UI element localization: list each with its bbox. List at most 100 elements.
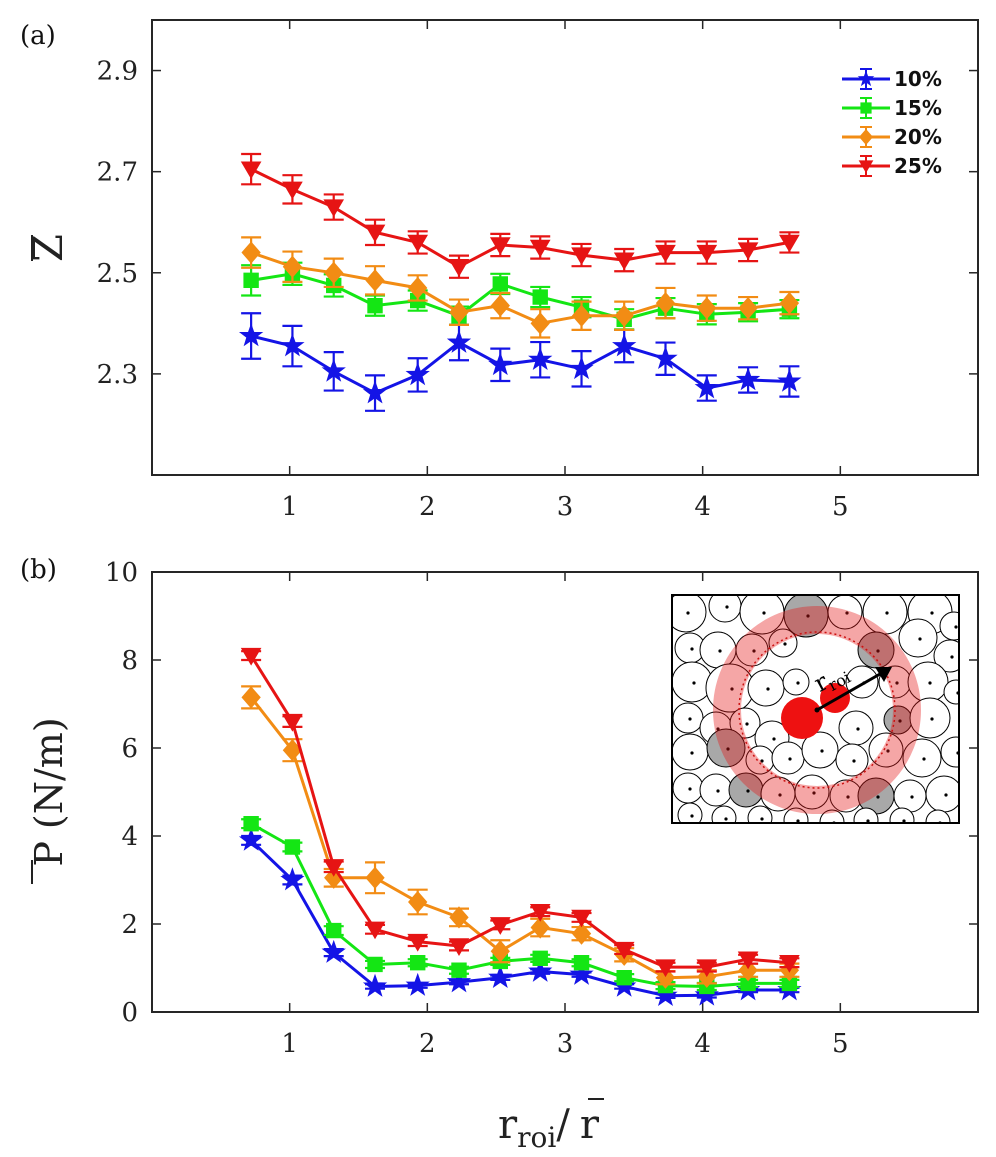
inset-particle-center-25	[745, 722, 749, 726]
p1-series-3-point-8	[571, 909, 592, 928]
p0-series-2-point-2	[324, 261, 344, 284]
legend-marker-3	[858, 160, 874, 173]
p0-series-1-point-0	[243, 272, 259, 289]
p1-series-1-point-0	[243, 815, 259, 832]
panel-a-y-ticks: 2.3 2.5 2.7 2.9	[97, 57, 978, 390]
inset-particle-center-3	[806, 614, 810, 618]
p0-series-0-point-4	[405, 362, 430, 386]
p0-series-3-point-3	[364, 224, 386, 243]
p0-xtick-label-3: 4	[694, 492, 711, 522]
p1-series-3-point-2	[323, 859, 345, 877]
inset-roi-arrow-line	[816, 672, 881, 712]
inset-particle-disc-15	[672, 661, 713, 703]
p0-series-1-point-7	[532, 289, 548, 305]
inset-particle-35	[835, 743, 869, 777]
p1-xtick-label-3: 4	[694, 1029, 711, 1059]
p1-series-0-point-5	[446, 969, 472, 993]
p1-series-2-point-7	[530, 916, 550, 939]
p0-series-0-point-13	[777, 368, 802, 392]
inset-particle-disc-43	[794, 774, 830, 810]
panel-b-x-title-main: r	[498, 1102, 518, 1148]
p1-series-0-point-4	[405, 972, 430, 996]
inset-particle-33	[771, 741, 805, 775]
inset-particle-disc-54	[889, 807, 915, 823]
inset-particle-center-51	[796, 819, 800, 823]
p0-xtick-label-0: 1	[281, 492, 298, 522]
p1-series-0-point-11	[694, 982, 719, 1006]
inset-particle-18	[782, 668, 810, 696]
panel-a-x-ticks: 1 2 3 4 5	[281, 20, 849, 522]
inset-particle-disc-35	[835, 743, 869, 777]
inset-particle-disc-40	[699, 773, 733, 807]
inset-particle-53	[853, 807, 879, 823]
p0-series-3-point-0	[240, 161, 262, 180]
inset-particle-51	[783, 807, 809, 823]
p0-series-3-point-13	[779, 234, 800, 253]
inset-particle-center-16	[730, 687, 734, 691]
p0-series-2	[241, 236, 800, 339]
inset-particle-center-4	[845, 611, 849, 615]
inset-particle-disc-51	[783, 807, 809, 823]
inset-particle-disc-53	[853, 807, 879, 823]
p1-series-0	[238, 827, 802, 1007]
p0-ytick-label-0: 2.3	[97, 360, 138, 390]
inset-particle-13	[898, 618, 938, 658]
panel-b-x-title-denominator: r	[580, 1102, 600, 1148]
inset-particle-center-39	[688, 787, 692, 791]
p1-series-2-point-0	[241, 686, 261, 709]
panel-b-y-axis-title: P (N/m)	[27, 717, 71, 884]
p0-series-3-point-6	[489, 237, 511, 255]
inset-particle-center-23	[688, 717, 692, 721]
inset-particle-50	[747, 805, 773, 823]
p0-series-2-point-5	[449, 301, 469, 324]
inset-particle-37	[902, 738, 942, 778]
panel-b-x-axis-title: rroi/r	[498, 1098, 604, 1154]
inset-particle-center-21	[928, 681, 932, 685]
p1-series-0-point-3	[362, 973, 388, 997]
inset-particle-38	[940, 736, 959, 768]
inset-particles	[672, 595, 959, 823]
inset-particle-center-14	[950, 655, 954, 659]
inset-particle-center-50	[760, 817, 764, 821]
p0-series-3-point-2	[323, 199, 345, 218]
p1-ytick-label-2: 4	[121, 822, 138, 852]
panel-b-y-ticks: 0 2 4 6 8 10	[105, 558, 978, 1028]
p1-series-0-point-8	[569, 961, 594, 985]
inset-particle-disc-34	[801, 731, 839, 769]
p1-series-3-point-13	[779, 955, 800, 973]
p0-xtick-label-1: 2	[419, 492, 436, 522]
p0-series-0-point-8	[569, 356, 594, 380]
p1-series-0-line	[250, 839, 790, 998]
inset-particle-center-27	[856, 727, 860, 731]
p1-series-1-point-5	[451, 962, 467, 978]
inset-particle-center-32	[760, 759, 764, 763]
p1-series-2-point-6	[490, 940, 510, 963]
inset-center-dot	[814, 707, 820, 713]
p1-series-0-point-2	[321, 939, 346, 963]
inset-particle-disc-30	[672, 733, 709, 771]
inset-particle-center-29	[930, 717, 934, 721]
inset-particle-disc-46	[893, 779, 927, 813]
panel-a-plot-area	[238, 152, 802, 412]
legend-label-1: 15%	[894, 96, 942, 120]
p1-xtick-label-0: 1	[281, 1029, 298, 1059]
inset-particle-disc-39	[672, 772, 704, 804]
inset-particle-center-12	[876, 649, 880, 653]
inset-particle-center-11	[783, 642, 787, 646]
p0-series-3-point-1	[282, 181, 303, 200]
inset-particle-49	[711, 805, 737, 823]
p0-series-1-point-6	[492, 276, 508, 292]
inset-particle-27	[838, 710, 874, 746]
p1-series-3-line	[249, 654, 790, 969]
inset-particle-center-47	[944, 793, 948, 797]
p1-series-3-point-12	[737, 951, 759, 970]
inset-particle-center-1	[725, 605, 729, 609]
p1-series-3-point-1	[282, 713, 303, 732]
legend-marker-1	[860, 102, 872, 114]
p0-series-0-point-11	[694, 375, 719, 399]
inset-particle-center-45	[876, 795, 880, 799]
inset-particle-center-30	[690, 751, 694, 755]
inset-particle-disc-22	[943, 679, 959, 705]
p0-series-2-point-7	[530, 312, 550, 335]
